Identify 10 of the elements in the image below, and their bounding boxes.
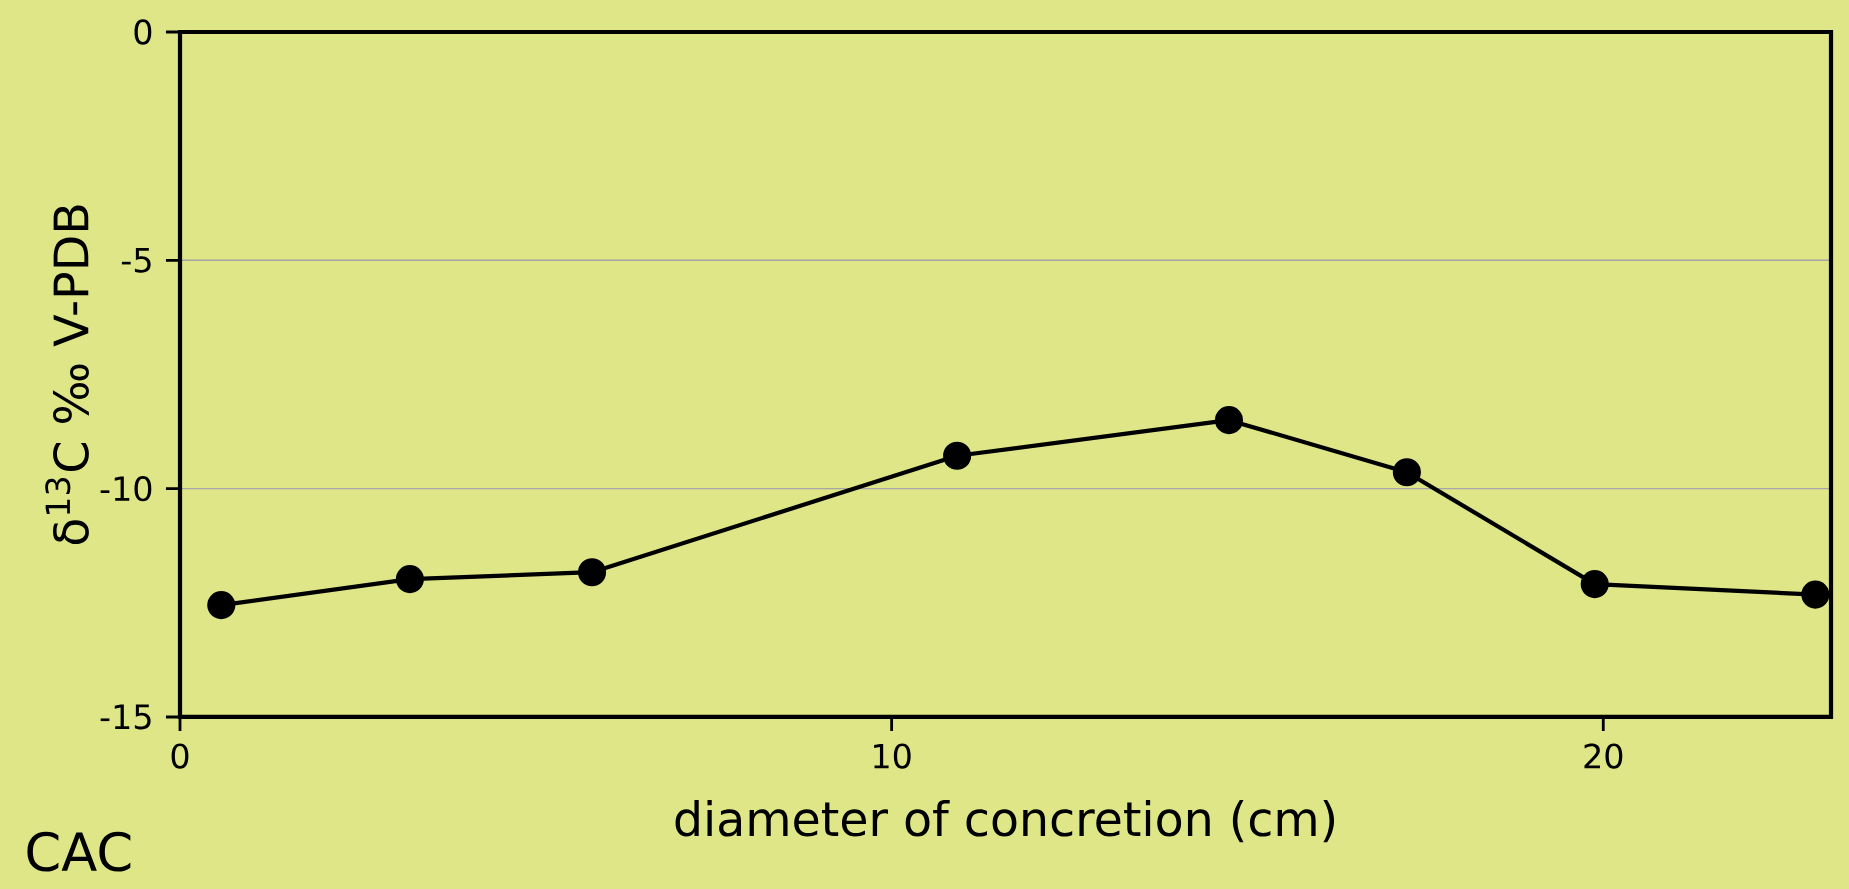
y-axis-title: δ$^{13}$C ‰ V-PDB <box>45 205 89 545</box>
x-axis-title: diameter of concretion (cm) <box>675 799 1335 843</box>
x-tick-label: 20 <box>1584 743 1623 769</box>
x-tick-label: 0 <box>171 743 189 769</box>
y-tick-label: -10 <box>100 476 152 502</box>
y-tick-label: -5 <box>121 247 151 273</box>
y-tick-label: -15 <box>100 704 151 730</box>
x-tick-label: 10 <box>874 743 911 769</box>
y-tick-label: 0 <box>134 19 152 45</box>
text: CAC <box>27 831 131 872</box>
